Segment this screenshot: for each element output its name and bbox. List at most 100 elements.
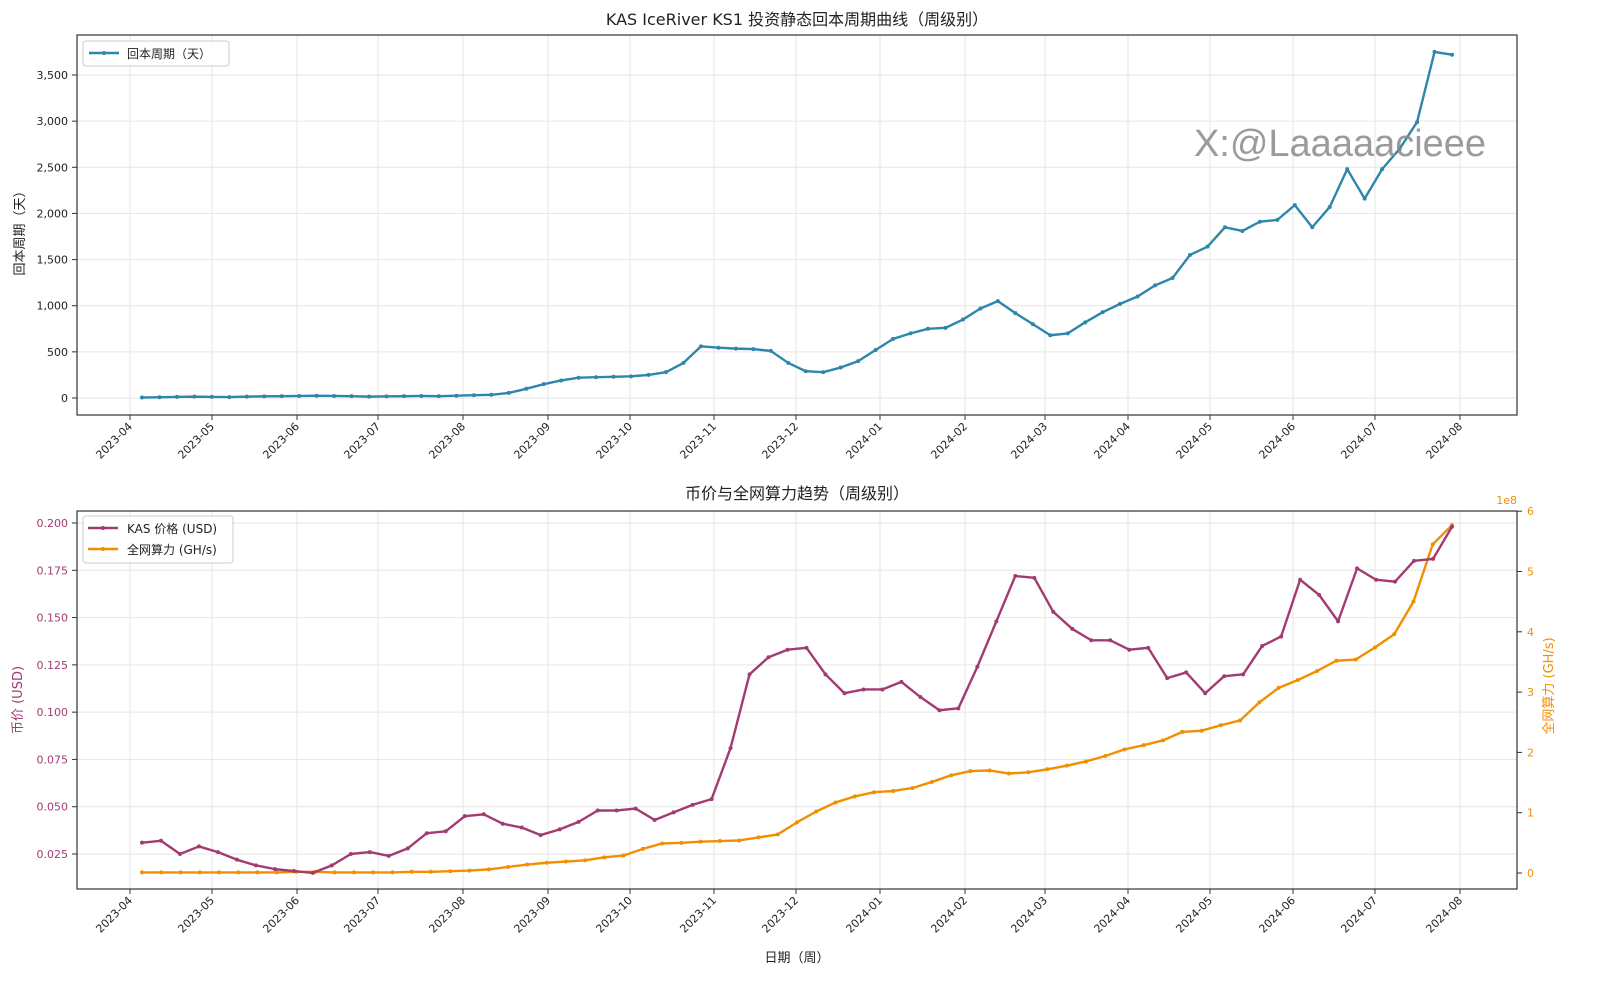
bottom-y-axis-label-left: 币价 (USD) xyxy=(11,666,26,734)
data-point xyxy=(367,850,372,855)
data-point xyxy=(926,326,930,331)
data-point xyxy=(174,394,179,399)
data-point xyxy=(873,348,878,353)
data-point xyxy=(1310,225,1315,230)
data-point xyxy=(1064,763,1069,768)
y-tick-label-right: 0 xyxy=(1527,867,1534,880)
data-point xyxy=(500,821,505,826)
data-point xyxy=(690,802,695,807)
data-point xyxy=(1188,252,1192,257)
data-point xyxy=(244,394,249,399)
data-point xyxy=(471,393,476,398)
data-point xyxy=(177,852,182,856)
data-point xyxy=(1222,225,1227,230)
top-chart: KAS IceRiver KS1 投资静态回本周期曲线（周级别） 0 500 1,0… xyxy=(13,10,1518,462)
data-point xyxy=(178,870,183,875)
data-point xyxy=(756,835,761,840)
data-point xyxy=(614,808,619,813)
legend-marker-icon xyxy=(101,526,105,530)
data-point xyxy=(1118,301,1123,306)
data-point xyxy=(1392,632,1397,637)
data-point xyxy=(1135,294,1140,299)
data-point xyxy=(351,870,356,875)
data-point xyxy=(291,869,296,874)
data-point xyxy=(804,645,809,650)
data-point xyxy=(621,853,626,858)
data-point xyxy=(1374,577,1379,582)
y-tick-label-right: 6 xyxy=(1527,505,1534,518)
data-point xyxy=(1431,556,1436,561)
data-point xyxy=(1048,333,1053,338)
data-point xyxy=(525,862,530,867)
x-tick-label: 2024-02 xyxy=(928,894,970,936)
data-point xyxy=(1240,228,1245,233)
data-point xyxy=(310,870,315,875)
data-point xyxy=(1393,579,1398,584)
data-point xyxy=(217,870,222,875)
x-tick-label: 2024-08 xyxy=(1423,894,1465,936)
data-point xyxy=(409,869,414,874)
data-point xyxy=(803,369,808,374)
y-tick-label: 1,500 xyxy=(37,254,69,267)
data-point xyxy=(1108,638,1113,643)
data-point xyxy=(594,375,599,380)
data-point xyxy=(987,768,992,773)
data-point xyxy=(1275,217,1280,222)
data-point xyxy=(968,769,973,774)
data-point xyxy=(1218,723,1223,728)
x-tick-label: 2024-01 xyxy=(843,420,885,462)
data-point xyxy=(785,647,790,652)
watermark: X:@Laaaaacieee xyxy=(1194,123,1486,165)
data-point xyxy=(332,393,337,398)
data-point xyxy=(872,790,877,795)
data-point xyxy=(1205,244,1210,249)
x-tick-label: 2023-06 xyxy=(260,894,302,936)
data-point xyxy=(633,806,638,811)
top-series-payback xyxy=(140,49,1454,400)
y-tick-label-right: 1 xyxy=(1527,807,1534,820)
data-point xyxy=(975,664,980,669)
data-point xyxy=(1180,729,1185,734)
data-point xyxy=(646,372,651,377)
top-chart-title: KAS IceRiver KS1 投资静态回本周期曲线（周级别） xyxy=(606,10,988,29)
y-tick-label-right: 3 xyxy=(1527,686,1534,699)
x-tick-label: 2023-08 xyxy=(426,420,468,462)
data-point xyxy=(1089,638,1094,643)
data-point xyxy=(1362,196,1367,201)
x-tick-label: 2023-04 xyxy=(93,894,135,936)
y-tick-label: 3,000 xyxy=(37,115,69,128)
data-point xyxy=(1430,542,1435,547)
data-point xyxy=(1103,754,1108,759)
data-point xyxy=(140,395,144,400)
data-point xyxy=(519,825,524,830)
data-point xyxy=(716,345,721,350)
data-point xyxy=(1415,120,1420,125)
y-tick-label-left: 0.025 xyxy=(37,848,69,861)
x-tick-label: 2024-06 xyxy=(1256,894,1298,936)
data-point xyxy=(314,393,319,398)
x-tick-label: 2024-01 xyxy=(843,894,885,936)
data-point xyxy=(1327,204,1332,209)
data-point xyxy=(419,393,424,398)
y-tick-label-left: 0.200 xyxy=(37,517,69,530)
y-tick-label-right: 2 xyxy=(1527,746,1534,759)
data-point xyxy=(766,655,771,660)
data-point xyxy=(949,773,954,778)
y-tick-label: 500 xyxy=(47,346,68,359)
data-point xyxy=(1412,558,1417,563)
data-point xyxy=(159,870,164,875)
data-point xyxy=(1317,592,1322,597)
x-tick-label: 2024-07 xyxy=(1338,894,1380,936)
data-point xyxy=(1065,331,1070,336)
data-point xyxy=(671,810,676,815)
data-point xyxy=(1353,657,1358,662)
x-tick-label: 2023-07 xyxy=(341,420,383,462)
top-y-axis: 0 500 1,000 1,500 2,000 2,500 3,000 3,500 xyxy=(37,69,77,405)
data-point xyxy=(140,840,144,845)
legend-marker-icon xyxy=(101,547,105,551)
data-point xyxy=(272,867,277,872)
x-tick-label: 2023-10 xyxy=(593,894,635,936)
data-point xyxy=(559,378,564,383)
data-point xyxy=(1276,685,1281,690)
